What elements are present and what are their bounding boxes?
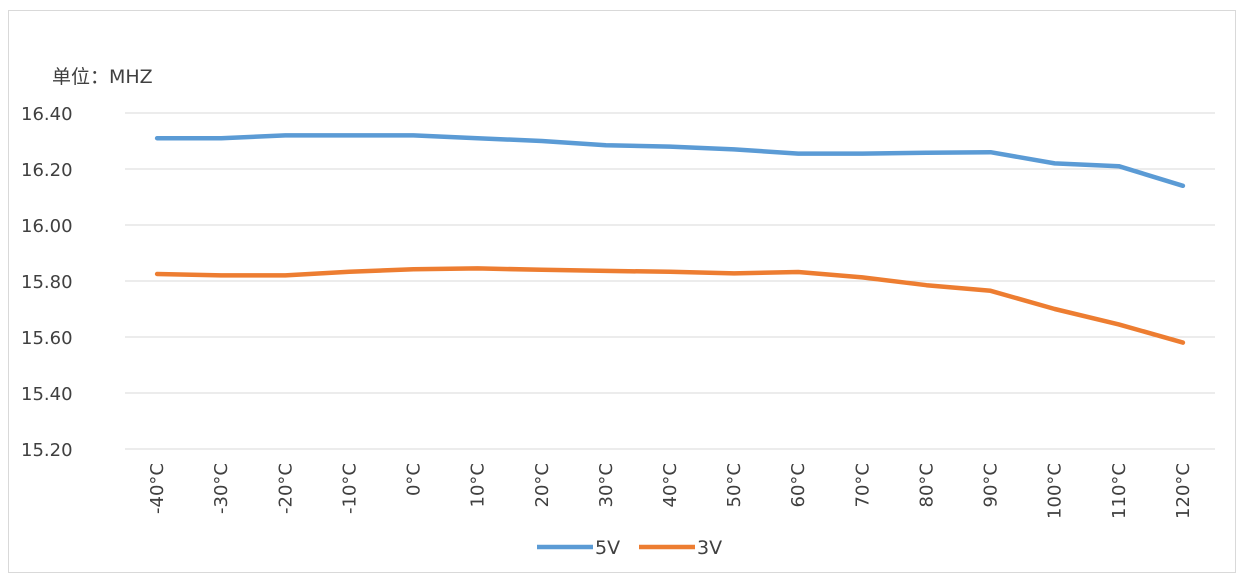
x-tick-label: -40°C [147,463,168,514]
legend-label-3v: 3V [697,537,722,559]
chart-frame: 15.20 15.40 15.60 15.80 16.00 16.20 16.40 -40°… [8,10,1236,573]
legend-label-5v: 5V [595,537,620,559]
x-tick-label: 90°C [981,463,1002,507]
y-tick-label: 16.00 [21,216,73,237]
y-tick-label: 16.40 [21,104,73,125]
x-tick-label: 30°C [596,463,617,507]
x-tick-label: 60°C [788,463,809,507]
x-tick-label: -20°C [275,463,296,514]
y-tick-label: 16.20 [21,160,73,181]
x-tick-label: 10°C [468,463,489,507]
x-tick-label: 20°C [532,463,553,507]
x-tick-label: 70°C [852,463,873,507]
y-tick-label: 15.60 [21,328,73,349]
x-tick-label: 120°C [1173,463,1194,519]
y-tick-label: 15.80 [21,272,73,293]
x-tick-label: 100°C [1045,463,1066,519]
y-tick-label: 15.40 [21,384,73,405]
x-tick-label: 50°C [724,463,745,507]
series-line-3v [154,266,1186,345]
x-tick-label: 80°C [916,463,937,507]
x-tick-label: -10°C [339,463,360,514]
series-line-5v [154,133,1186,189]
unit-label: 单位：MHZ [52,66,153,88]
line-chart: 15.20 15.40 15.60 15.80 16.00 16.20 16.40 -40°… [21,66,1215,559]
y-tick-label: 15.20 [21,440,73,461]
x-tick-label: -30°C [211,463,232,514]
x-tick-label: 0°C [404,463,425,496]
x-tick-label: 40°C [660,463,681,507]
x-tick-label: 110°C [1109,463,1130,519]
